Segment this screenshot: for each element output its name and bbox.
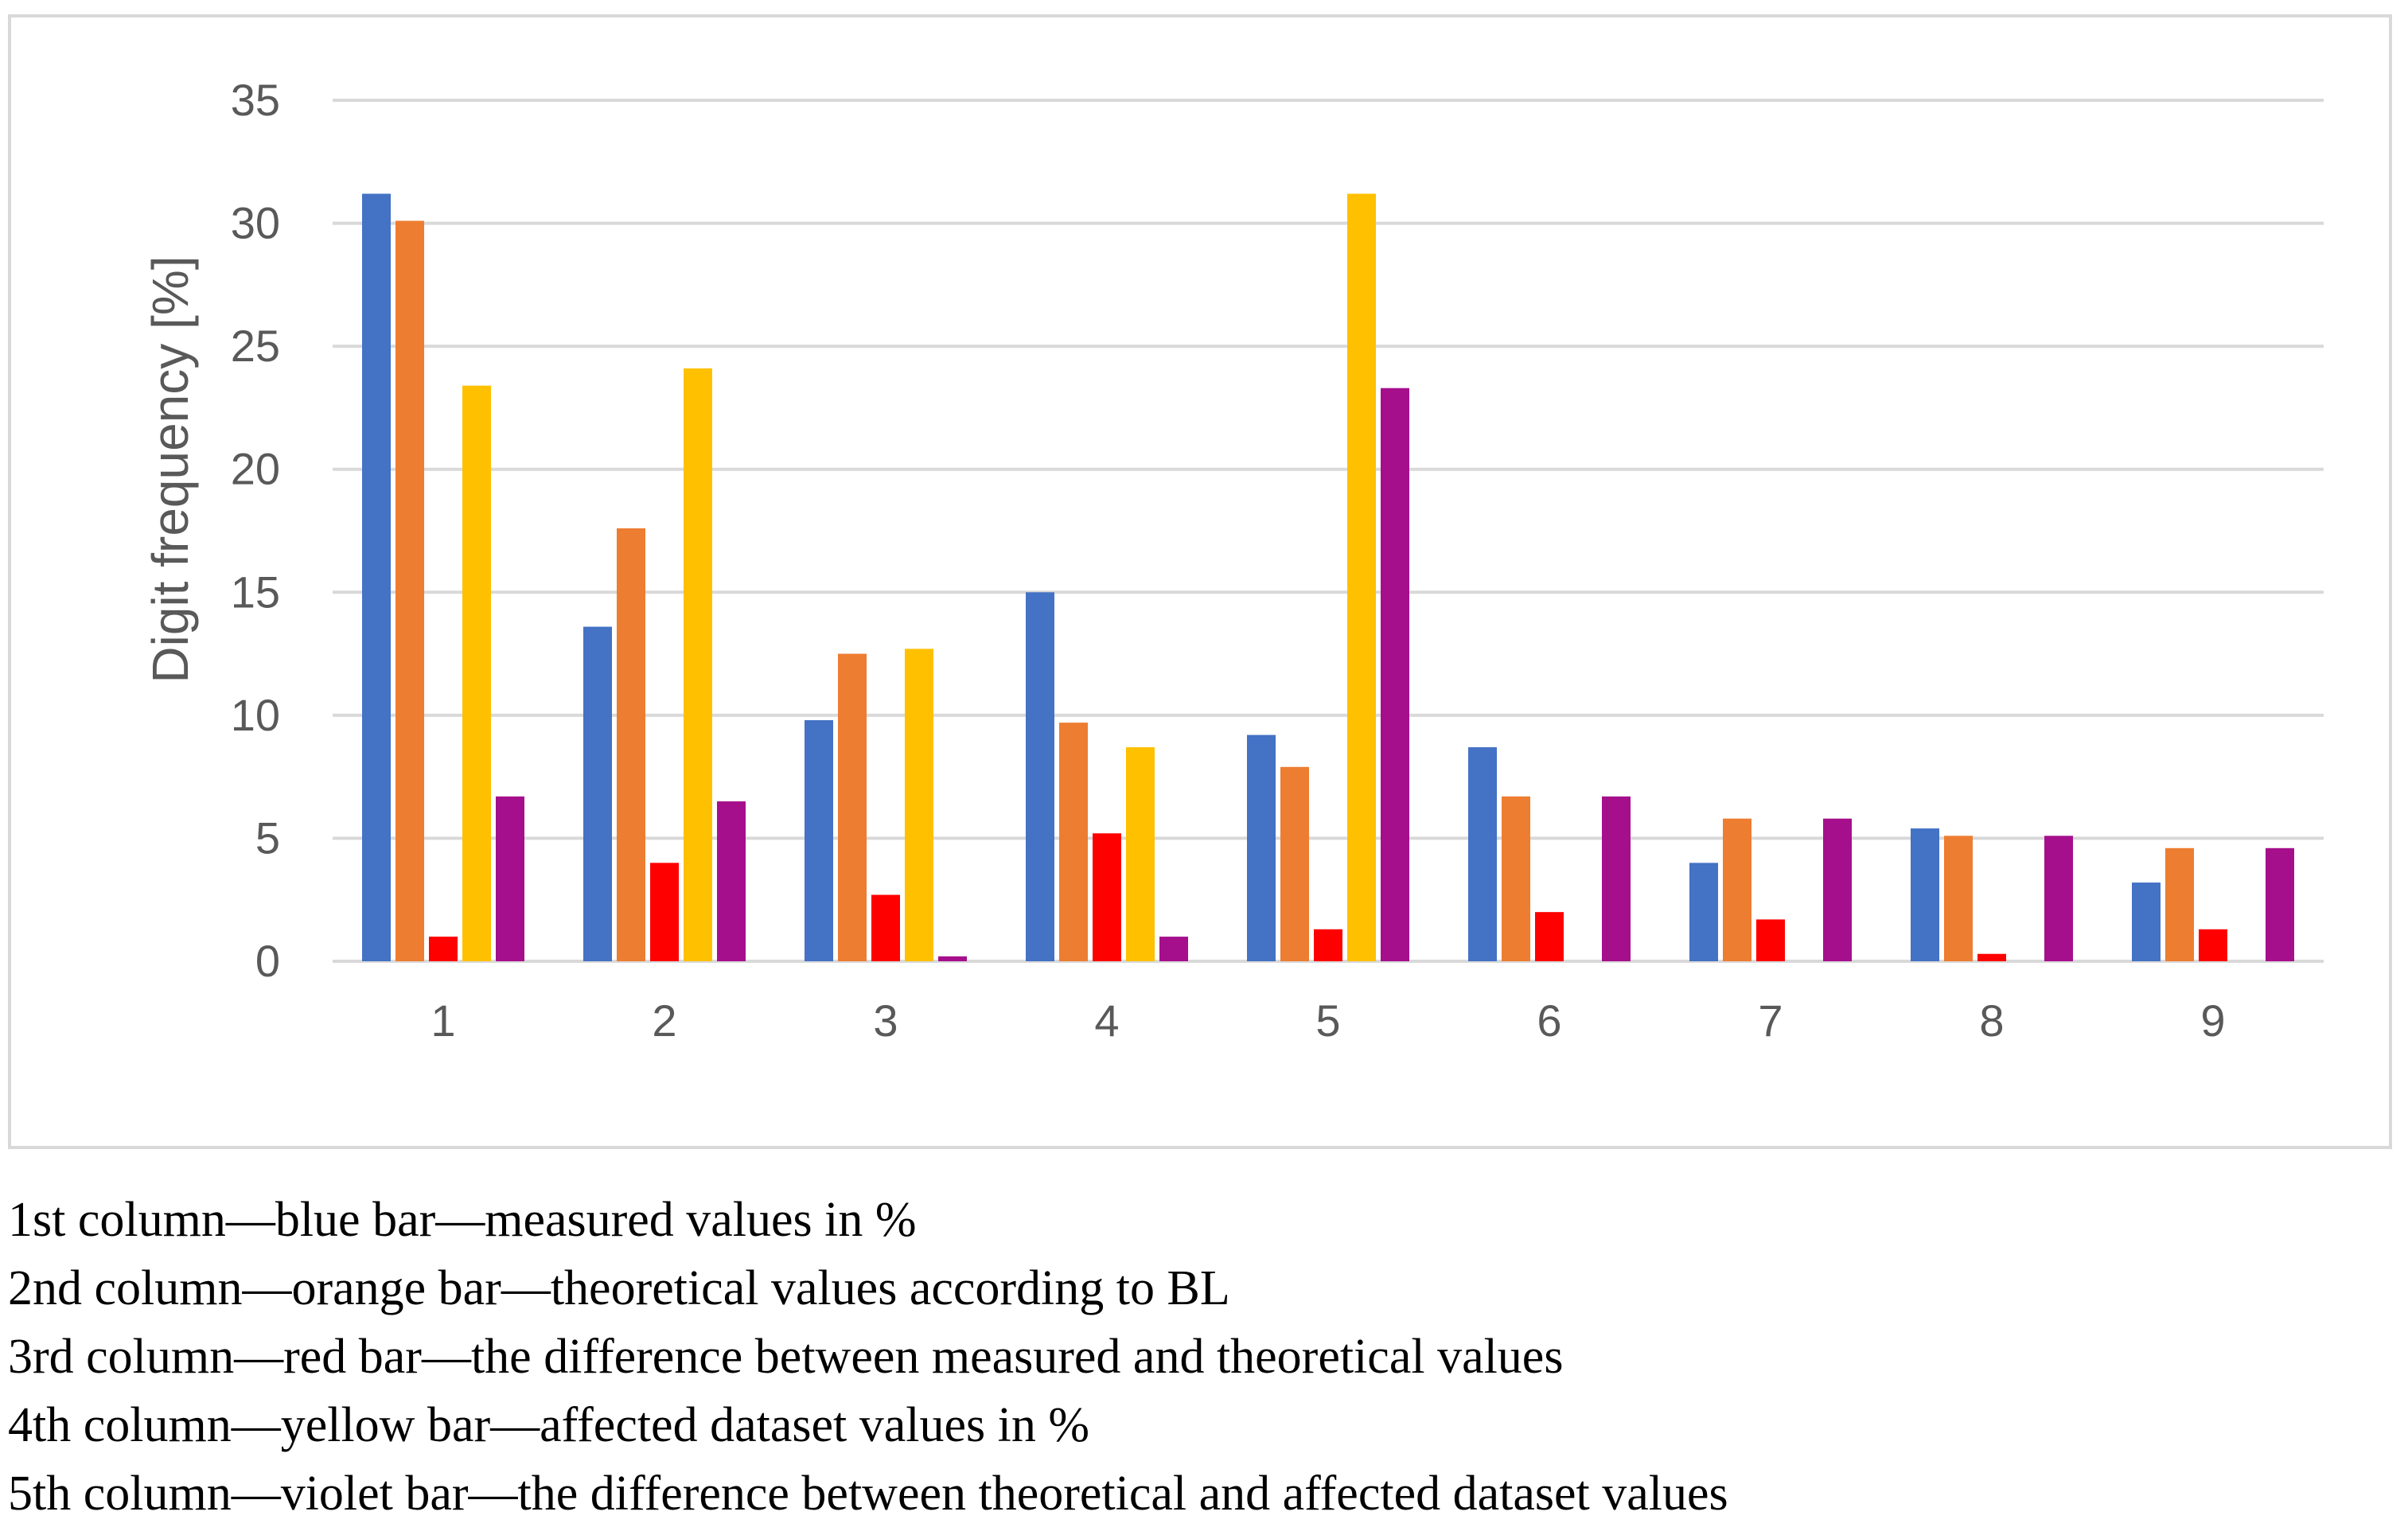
bar-digit-1-series-3 — [429, 937, 458, 961]
bar-digit-9-series-1 — [2132, 882, 2161, 961]
bar-digit-3-series-1 — [805, 720, 833, 961]
bar-digit-4-series-2 — [1059, 723, 1088, 961]
bar-digit-2-series-2 — [617, 528, 645, 961]
x-tick-label-9: 9 — [2200, 995, 2225, 1046]
bar-digit-7-series-5 — [1823, 818, 1852, 961]
axis-labels: 0 5 10 15 20 25 30 35 1 2 3 4 5 6 7 8 9 — [231, 75, 2226, 1046]
bar-digit-1-series-4 — [462, 385, 491, 961]
bar-digit-3-series-2 — [838, 653, 867, 961]
gridlines — [333, 99, 2324, 963]
y-tick-label-5: 5 — [255, 812, 280, 863]
bar-digit-4-series-1 — [1026, 592, 1054, 961]
bar-digit-2-series-5 — [717, 801, 746, 961]
bar-digit-6-series-2 — [1502, 796, 1530, 961]
bar-digit-8-series-5 — [2044, 836, 2073, 961]
legend-note-affected: 4th column—yellow bar—affected dataset v… — [8, 1398, 1089, 1452]
bar-digit-2-series-1 — [583, 626, 612, 961]
y-tick-label-0: 0 — [255, 936, 280, 986]
bar-digit-8-series-3 — [1977, 953, 2006, 961]
x-tick-label-5: 5 — [1315, 995, 1340, 1046]
bar-digit-4-series-4 — [1126, 747, 1155, 961]
bar-digit-3-series-3 — [871, 894, 900, 961]
bar-digit-7-series-1 — [1689, 863, 1718, 961]
y-tick-label-35: 35 — [231, 75, 280, 125]
chart-frame: 0 5 10 15 20 25 30 35 1 2 3 4 5 6 7 8 9 Digit frequency … — [8, 14, 2392, 1149]
bar-digit-1-series-2 — [395, 220, 424, 961]
bar-digit-3-series-5 — [938, 956, 967, 961]
y-axis-title: Digit frequency [%] — [142, 255, 199, 683]
x-tick-label-2: 2 — [652, 995, 676, 1046]
bar-digit-5-series-2 — [1280, 766, 1309, 961]
bars — [362, 193, 2294, 962]
bar-digit-2-series-3 — [650, 863, 679, 961]
y-tick-label-30: 30 — [231, 198, 280, 248]
bar-chart: 0 5 10 15 20 25 30 35 1 2 3 4 5 6 7 8 9 Digit frequency … — [142, 75, 2324, 1046]
bar-digit-7-series-3 — [1756, 919, 1785, 961]
x-tick-label-3: 3 — [873, 995, 898, 1046]
bar-digit-6-series-5 — [1602, 796, 1631, 961]
bar-digit-7-series-2 — [1723, 818, 1751, 961]
bar-digit-9-series-5 — [2266, 847, 2294, 961]
bar-digit-9-series-2 — [2165, 847, 2194, 961]
x-tick-label-1: 1 — [431, 995, 455, 1046]
bar-digit-8-series-1 — [1911, 828, 1939, 961]
y-tick-label-20: 20 — [231, 444, 280, 494]
x-tick-label-6: 6 — [1537, 995, 1561, 1046]
legend-note-difference-affected: 5th column—violet bar—the difference bet… — [8, 1467, 1728, 1521]
bar-digit-5-series-4 — [1347, 193, 1376, 961]
x-tick-label-7: 7 — [1758, 995, 1783, 1046]
y-tick-label-10: 10 — [231, 690, 280, 740]
bar-digit-5-series-1 — [1247, 734, 1276, 961]
bar-digit-8-series-2 — [1944, 836, 1973, 961]
y-tick-label-25: 25 — [231, 321, 280, 371]
y-tick-label-15: 15 — [231, 567, 280, 617]
legend-notes: 1st column—blue bar—measured values in %… — [8, 1186, 1728, 1528]
bar-digit-5-series-3 — [1314, 929, 1342, 961]
bar-digit-4-series-3 — [1093, 833, 1121, 961]
bar-digit-1-series-1 — [362, 193, 391, 961]
legend-note-theoretical: 2nd column—orange bar—theoretical values… — [8, 1261, 1230, 1315]
bar-digit-3-series-4 — [905, 649, 933, 961]
bar-digit-5-series-5 — [1381, 388, 1409, 961]
x-tick-label-4: 4 — [1094, 995, 1119, 1046]
bar-digit-9-series-3 — [2199, 929, 2227, 961]
bar-digit-2-series-4 — [684, 368, 712, 962]
bar-digit-6-series-3 — [1535, 912, 1564, 961]
x-tick-label-8: 8 — [1979, 995, 2004, 1046]
bar-digit-4-series-5 — [1159, 937, 1188, 961]
legend-note-measured: 1st column—blue bar—measured values in % — [8, 1193, 917, 1247]
legend-note-difference-measured: 3rd column—red bar—the difference betwee… — [8, 1330, 1564, 1384]
bar-digit-6-series-1 — [1468, 747, 1497, 961]
bar-digit-1-series-5 — [496, 796, 524, 961]
